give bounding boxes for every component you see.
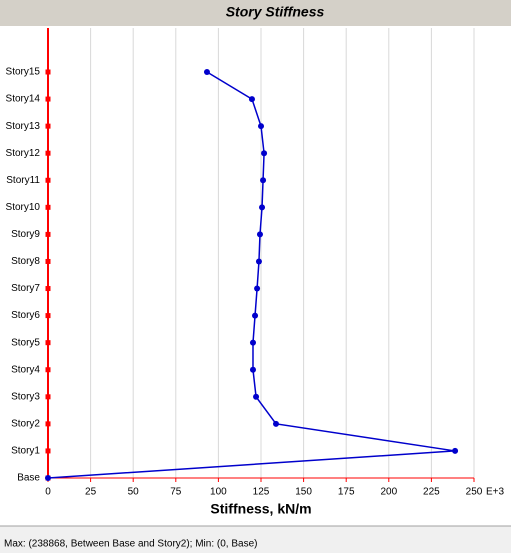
- x-tick-label: 175: [338, 487, 355, 498]
- data-point: [259, 204, 266, 211]
- y-tick-label: Story5: [11, 337, 40, 348]
- story-marker: [45, 177, 51, 183]
- x-axis-multiplier: E+3: [486, 487, 505, 498]
- y-tick-label: Story4: [11, 364, 40, 375]
- data-point: [256, 231, 263, 238]
- x-axis-label: Stiffness, kN/m: [210, 501, 311, 517]
- data-point: [260, 177, 267, 184]
- plot-background: [0, 26, 511, 526]
- story-marker: [45, 367, 51, 373]
- status-text: Max: (238868, Between Base and Story2); …: [4, 539, 257, 550]
- stiffness-line: [47, 71, 456, 479]
- data-point: [249, 366, 256, 373]
- story-marker: [45, 258, 51, 264]
- story-marker: [45, 313, 51, 319]
- x-tick-label: 25: [85, 487, 97, 498]
- x-tick-label: 50: [128, 487, 140, 498]
- data-point: [252, 312, 259, 319]
- y-tick-label: Story14: [6, 94, 41, 105]
- x-tick-label: 75: [170, 487, 182, 498]
- story-marker: [45, 96, 51, 102]
- x-tick-label: 0: [45, 487, 51, 498]
- y-tick-label: Base: [17, 473, 40, 484]
- story-marker: [45, 340, 51, 346]
- y-tick-label: Story10: [6, 202, 41, 213]
- y-tick-label: Story7: [11, 283, 40, 294]
- data-point: [45, 475, 51, 481]
- x-tick-label: 100: [210, 487, 227, 498]
- data-point: [254, 285, 261, 292]
- story-marker: [45, 123, 51, 129]
- story-marker: [45, 448, 51, 454]
- y-tick-label: Story9: [11, 229, 40, 240]
- y-tick-label: Story13: [6, 121, 41, 132]
- story-marker: [45, 69, 51, 75]
- y-tick-label: Story3: [11, 391, 40, 402]
- y-tick-label: Story6: [11, 310, 40, 321]
- story-marker: [45, 394, 51, 400]
- data-point: [261, 150, 268, 157]
- y-tick-label: Story15: [6, 67, 41, 78]
- chart-title: Story Stiffness: [226, 4, 325, 20]
- x-tick-label: 200: [380, 487, 397, 498]
- data-point: [452, 447, 459, 454]
- data-point: [258, 123, 264, 130]
- story-marker: [45, 421, 51, 427]
- x-tick-label: 150: [295, 487, 312, 498]
- y-tick-label: Story11: [6, 175, 40, 186]
- data-point: [248, 96, 255, 103]
- data-point: [203, 69, 210, 75]
- data-point: [249, 339, 256, 346]
- y-tick-label: Story1: [11, 446, 40, 457]
- title-bar: [0, 0, 511, 26]
- data-point: [253, 393, 260, 400]
- y-tick-label: Story2: [11, 419, 40, 430]
- x-tick-label: 125: [253, 487, 270, 498]
- story-marker: [45, 204, 51, 210]
- data-point: [255, 258, 262, 265]
- data-point: [272, 420, 279, 427]
- x-tick-label: 250: [466, 487, 483, 498]
- story-marker: [45, 150, 51, 156]
- x-tick-label: 225: [423, 487, 440, 498]
- story-marker: [45, 286, 51, 292]
- story-marker: [45, 231, 51, 237]
- y-tick-label: Story8: [11, 256, 40, 267]
- y-tick-label: Story12: [6, 148, 41, 159]
